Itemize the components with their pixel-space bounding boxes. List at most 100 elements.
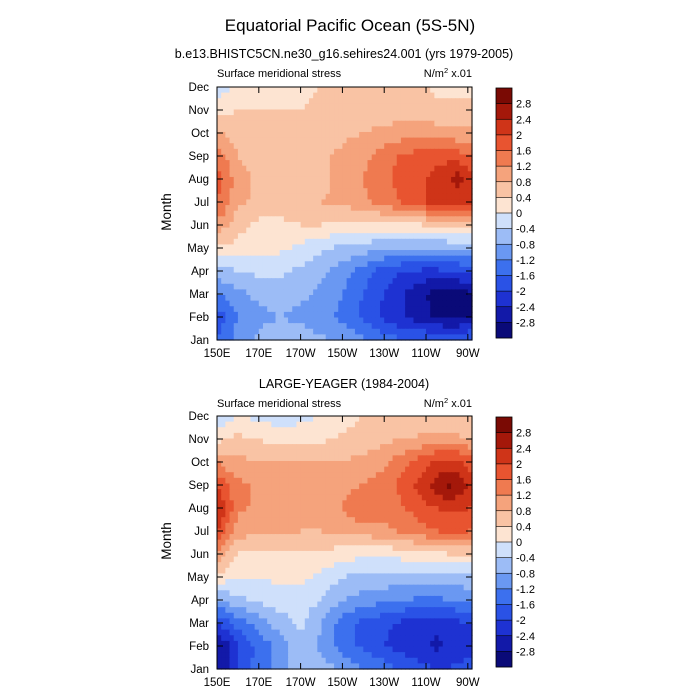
contour-cell — [267, 250, 272, 257]
contour-cell — [371, 483, 377, 490]
contour-cell — [392, 92, 398, 99]
contour-cell — [288, 109, 293, 116]
contour-cell — [334, 300, 339, 307]
contour-cell — [334, 216, 339, 223]
contour-cell — [246, 221, 252, 229]
contour-cell — [233, 261, 239, 268]
contour-cell — [342, 522, 348, 530]
contour-cell — [451, 227, 456, 234]
contour-cell — [221, 607, 226, 614]
contour-cell — [338, 199, 344, 206]
contour-cell — [308, 500, 314, 507]
contour-cell — [233, 171, 239, 178]
contour-cell — [217, 103, 222, 111]
contour-cell — [367, 334, 373, 341]
contour-cell — [434, 131, 440, 139]
contour-cell — [254, 131, 260, 139]
contour-cell — [317, 306, 323, 313]
contour-cell — [459, 438, 465, 445]
contour-cell — [242, 483, 247, 490]
contour-cell — [283, 176, 289, 184]
contour-cell — [363, 505, 369, 513]
contour-cell — [250, 449, 256, 456]
contour-cell — [250, 98, 256, 105]
contour-cell — [246, 148, 252, 156]
contour-cell — [363, 444, 369, 451]
contour-cell — [380, 227, 385, 234]
contour-cell — [388, 115, 394, 122]
contour-cell — [430, 449, 435, 456]
contour-cell — [434, 590, 440, 597]
contour-cell — [363, 233, 369, 240]
contour-cell — [292, 483, 298, 490]
contour-cell — [388, 143, 394, 150]
contour-cell — [279, 323, 285, 330]
contour-cell — [446, 539, 452, 546]
colorbar-box — [496, 150, 512, 167]
contour-cell — [262, 137, 268, 144]
contour-cell — [367, 137, 373, 144]
contour-cell — [392, 103, 398, 111]
contour-cell — [262, 87, 268, 94]
contour-cell — [451, 238, 456, 246]
contour-cell — [304, 154, 310, 161]
contour-cell — [338, 567, 344, 575]
contour-cell — [304, 444, 310, 451]
contour-cell — [375, 505, 381, 513]
contour-cell — [426, 199, 431, 206]
contour-cell — [250, 483, 256, 490]
contour-cell — [217, 528, 222, 535]
contour-cell — [359, 255, 364, 262]
contour-cell — [229, 115, 235, 122]
contour-cell — [421, 244, 427, 251]
contour-cell — [459, 489, 465, 496]
contour-cell — [254, 416, 260, 423]
figure-title: Equatorial Pacific Ocean (5S-5N) — [225, 16, 475, 35]
contour-cell — [329, 427, 335, 434]
contour-cell — [446, 517, 452, 524]
contour-cell — [442, 438, 448, 445]
contour-cell — [313, 289, 318, 296]
contour-cell — [371, 160, 377, 167]
contour-cell — [313, 483, 318, 490]
contour-cell — [321, 494, 327, 501]
contour-cell — [250, 438, 256, 445]
contour-cell — [417, 205, 423, 212]
contour-cell — [350, 556, 356, 563]
contour-cell — [367, 483, 373, 490]
contour-cell — [262, 317, 268, 324]
contour-cell — [292, 289, 298, 296]
contour-cell — [342, 472, 348, 479]
contour-cell — [346, 289, 352, 296]
contour-cell — [334, 334, 339, 341]
contour-cell — [288, 328, 293, 335]
contour-cell — [396, 278, 402, 285]
contour-cell — [400, 584, 406, 591]
contour-cell — [426, 556, 431, 563]
contour-cell — [359, 199, 364, 206]
contour-cell — [380, 522, 385, 530]
contour-cell — [325, 534, 331, 541]
contour-cell — [459, 567, 465, 575]
contour-cell — [380, 460, 385, 468]
contour-cell — [430, 103, 435, 111]
contour-cell — [417, 539, 423, 546]
contour-cell — [405, 438, 410, 445]
contour-cell — [288, 421, 293, 428]
contour-cell — [359, 278, 364, 285]
contour-cell — [442, 562, 448, 569]
colorbar-label: -2.8 — [516, 317, 535, 329]
contour-cell — [363, 244, 369, 251]
contour-cell — [321, 472, 327, 479]
contour-cell — [354, 137, 360, 144]
contour-cell — [409, 210, 415, 217]
contour-cell — [225, 295, 231, 302]
contour-cell — [296, 539, 302, 546]
contour-cell — [426, 300, 431, 307]
contour-cell — [254, 522, 260, 530]
contour-cell — [325, 556, 331, 563]
contour-cell — [409, 517, 415, 524]
contour-cell — [400, 317, 406, 324]
contour-cell — [334, 165, 339, 172]
contour-cell — [237, 517, 243, 524]
